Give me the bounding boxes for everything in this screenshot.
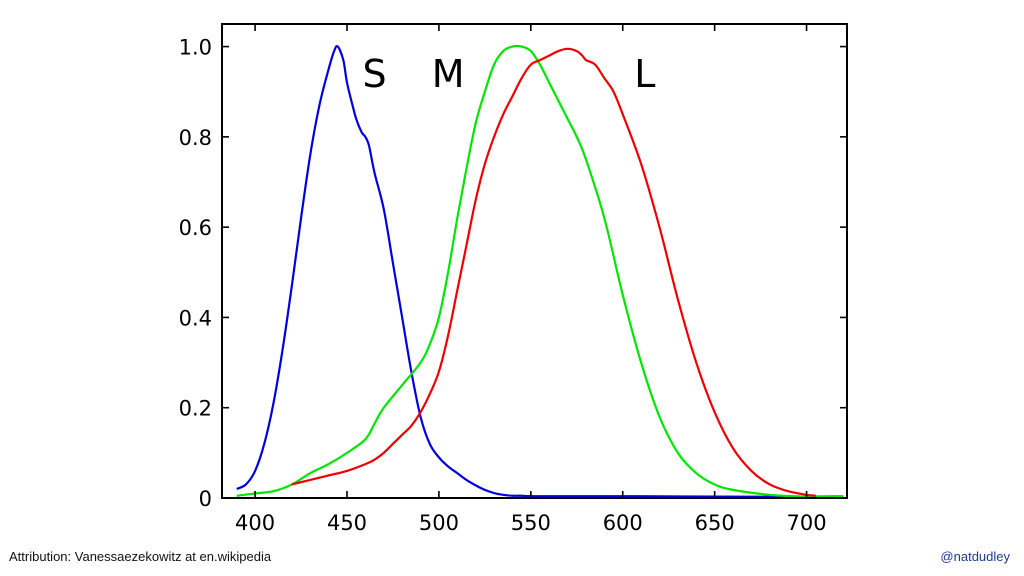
curve-label-s: S: [363, 52, 387, 96]
author-handle[interactable]: @natdudley: [940, 549, 1010, 564]
y-tick-label: 0.4: [179, 306, 212, 330]
curves-layer: [236, 44, 844, 499]
ticks-layer: 400 450 500 550 600 650 700 0 0.2 0.4 0.6 0.8 1.0: [179, 24, 847, 535]
x-tick-label: 400: [235, 511, 275, 535]
x-tick-label: 450: [327, 511, 367, 535]
x-tick-label: 650: [695, 511, 735, 535]
y-tick-label: 0.6: [179, 216, 212, 240]
x-tick-label: 550: [511, 511, 551, 535]
curve-m: [236, 44, 844, 499]
y-tick-label: 1.0: [179, 36, 212, 60]
x-tick-label: 500: [419, 511, 459, 535]
curve-s: [236, 45, 844, 498]
curve-label-l: L: [634, 52, 655, 96]
x-tick-label: 600: [603, 511, 643, 535]
curve-l: [291, 47, 816, 497]
attribution-text: Attribution: Vanessaezekowitz at en.wiki…: [9, 549, 272, 564]
y-tick-label: 0.2: [179, 397, 212, 421]
y-tick-label: 0.8: [179, 126, 212, 150]
plot-frame: [221, 23, 848, 499]
y-tick-label: 0: [199, 487, 212, 511]
x-tick-label: 700: [787, 511, 827, 535]
curve-label-m: M: [432, 52, 465, 96]
